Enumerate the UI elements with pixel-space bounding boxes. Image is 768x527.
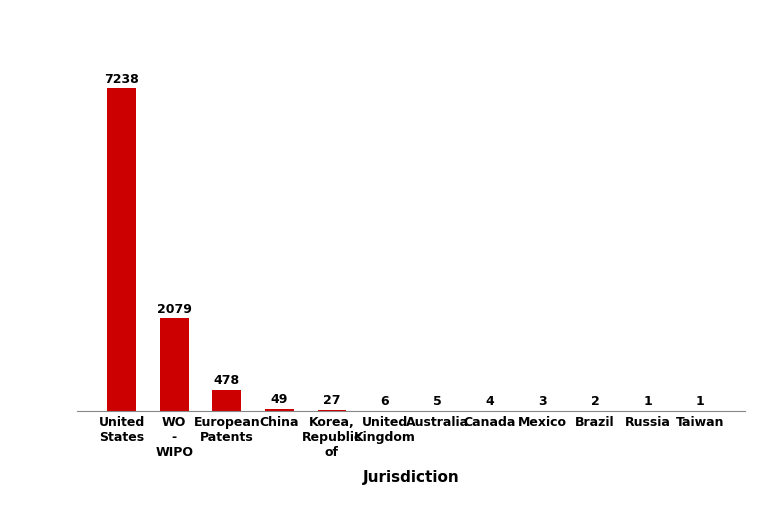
Text: 1: 1: [643, 395, 652, 408]
X-axis label: Jurisdiction: Jurisdiction: [362, 470, 459, 485]
Bar: [108, 89, 136, 411]
Text: 7238: 7238: [104, 73, 139, 86]
Bar: [265, 409, 294, 411]
Text: 3: 3: [538, 395, 547, 408]
Text: 6: 6: [380, 395, 389, 408]
Text: 1: 1: [696, 395, 704, 408]
Text: 49: 49: [270, 393, 288, 406]
Text: 4: 4: [485, 395, 494, 408]
Bar: [212, 390, 241, 411]
Bar: [317, 410, 346, 411]
Bar: [160, 318, 189, 411]
Text: 27: 27: [323, 394, 341, 407]
Text: 2079: 2079: [157, 303, 192, 316]
Text: 2: 2: [591, 395, 599, 408]
Text: 5: 5: [433, 395, 442, 408]
Text: 478: 478: [214, 374, 240, 387]
